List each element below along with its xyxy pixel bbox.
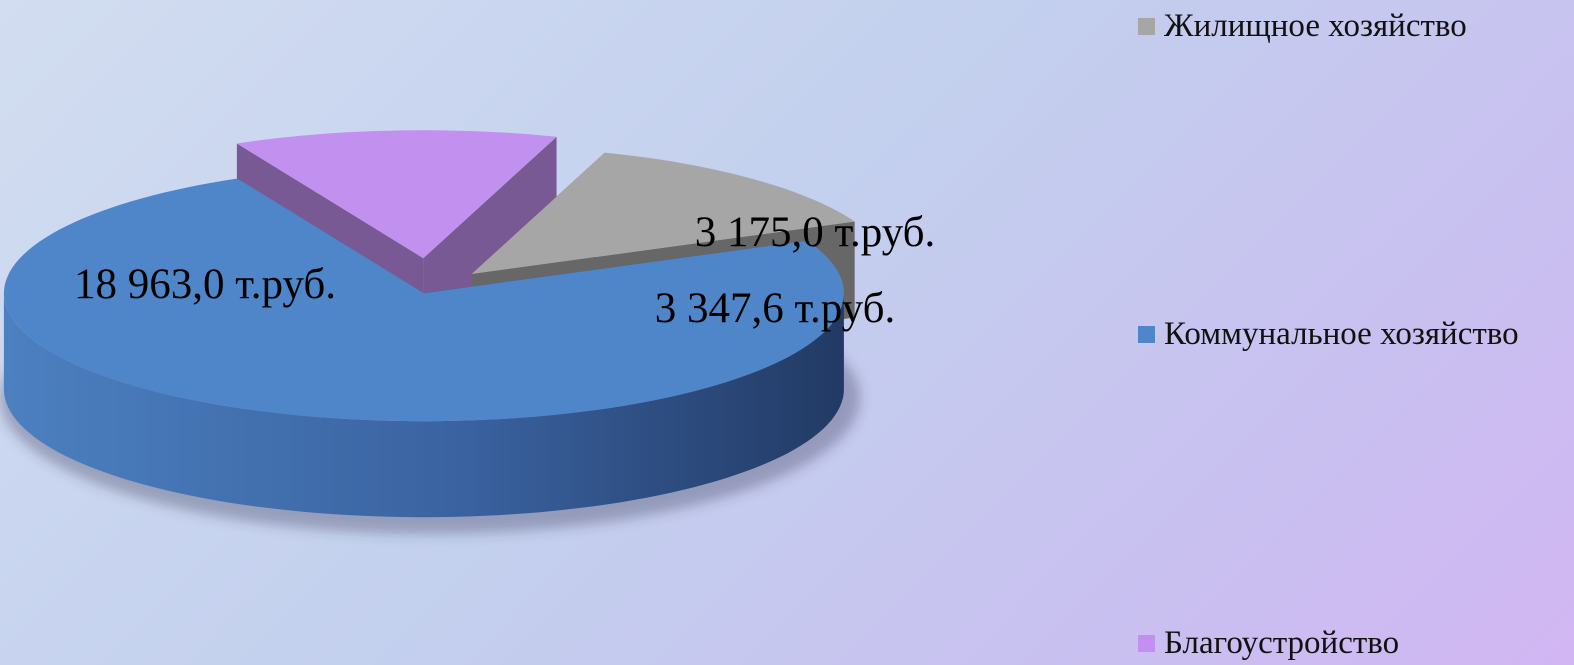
data-label-landscaping: 3 175,0 т.руб. — [695, 209, 936, 256]
legend-label-utilities: Коммунальное хозяйство — [1164, 316, 1519, 352]
pie-slice-utilities-top — [3, 178, 844, 422]
pie-slice-landscaping-top — [236, 130, 557, 259]
legend-swatch-housing — [1138, 18, 1155, 35]
legend-swatch-landscaping — [1138, 635, 1155, 652]
pie-chart: 3 347,6 т.руб. 18 963,0 т.руб. 3 175,0 т.р… — [0, 130, 936, 534]
legend-item-housing: Жилищное хозяйство — [1138, 10, 1467, 43]
legend-label-landscaping: Благоустройство — [1164, 625, 1400, 661]
legend-item-landscaping: Благоустройство — [1138, 627, 1399, 660]
pie-slice-utilities-side — [3, 293, 844, 518]
pie-slice-utilities — [3, 178, 844, 518]
pie-slice-housing-top — [471, 152, 855, 274]
legend: Жилищное хозяйство Коммунальное хозяйств… — [1138, 0, 1574, 665]
legend-swatch-utilities — [1138, 326, 1155, 343]
data-label-utilities: 18 963,0 т.руб. — [74, 261, 336, 308]
legend-label-housing: Жилищное хозяйство — [1164, 8, 1467, 44]
legend-item-utilities: Коммунальное хозяйство — [1138, 318, 1519, 351]
data-label-housing: 3 347,6 т.руб. — [655, 285, 896, 332]
